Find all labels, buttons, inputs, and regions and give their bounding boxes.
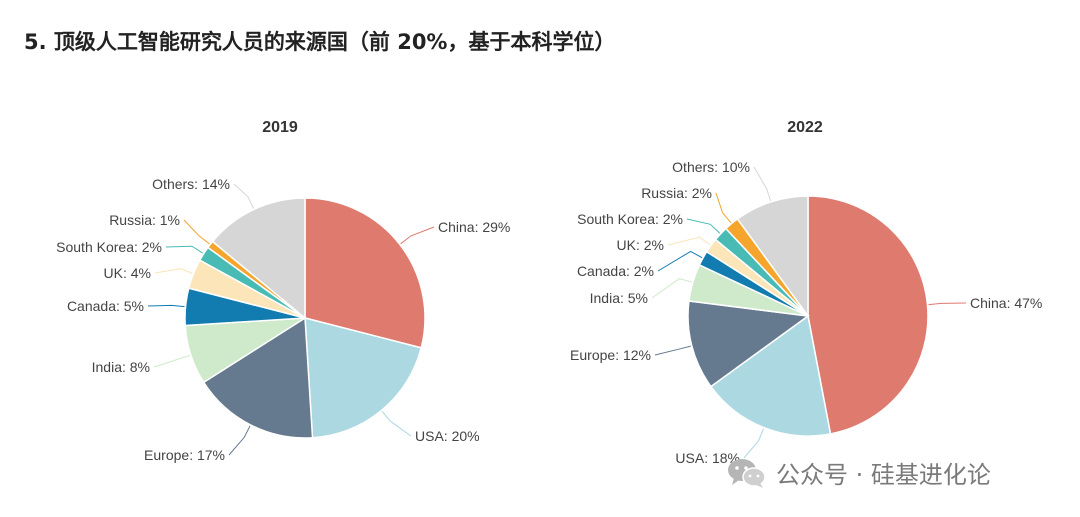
leader-line-europe xyxy=(654,345,691,356)
leader-line-canada xyxy=(147,304,185,308)
wechat-icon xyxy=(728,458,766,488)
leader-line-south-korea xyxy=(165,245,204,254)
page-title: 5. 顶级人工智能研究人员的来源国（前 20%，基于本科学位） xyxy=(24,30,616,54)
leader-line-uk xyxy=(154,268,193,274)
slice-label-canada: Canada: 2% xyxy=(577,263,654,279)
leader-line-uk xyxy=(667,236,711,246)
slice-china xyxy=(304,197,426,349)
leader-line-india xyxy=(153,354,191,368)
leader-line-europe xyxy=(228,425,251,456)
slice-label-south-korea: South Korea: 2% xyxy=(577,211,683,227)
slice-usa xyxy=(709,314,832,437)
slice-label-others: Others: 14% xyxy=(152,176,230,192)
leader-line-china xyxy=(928,302,967,306)
slice-label-china: China: 29% xyxy=(438,219,510,235)
slice-europe xyxy=(202,316,314,439)
slice-china xyxy=(807,195,929,435)
leader-line-china xyxy=(400,226,435,245)
chart-title: 2019 xyxy=(262,119,298,136)
slice-others xyxy=(211,197,306,320)
leader-line-russia xyxy=(183,219,210,245)
leader-line-others xyxy=(233,183,254,209)
slice-label-uk: UK: 4% xyxy=(104,265,151,281)
slice-label-china: China: 47% xyxy=(970,295,1042,311)
pie-chart-2019: 2019 China: 29% USA: 20% Europe: 17% India: … xyxy=(56,119,510,463)
slice-label-south-korea: South Korea: 2% xyxy=(56,239,162,255)
slice-label-others: Others: 10% xyxy=(672,159,750,175)
leader-line-russia xyxy=(715,192,732,224)
leader-line-usa xyxy=(381,410,412,437)
chart-title: 2022 xyxy=(787,119,823,136)
watermark: 公众号 · 硅基进化论 xyxy=(726,455,991,490)
leader-line-usa xyxy=(743,428,764,459)
pie-chart-2022: 2022 China: 47% USA: 18% Europe: 12% India: … xyxy=(570,119,1042,466)
slice-label-europe: Europe: 17% xyxy=(144,447,225,463)
leader-line-others xyxy=(753,166,772,202)
slice-label-india: India: 5% xyxy=(590,290,648,306)
slice-usa xyxy=(304,317,423,439)
leader-line-south-korea xyxy=(686,218,721,234)
slice-europe xyxy=(687,300,810,388)
leader-line-india xyxy=(651,278,692,299)
slice-label-canada: Canada: 5% xyxy=(67,298,144,314)
slice-label-russia: Russia: 2% xyxy=(641,185,712,201)
slice-label-russia: Russia: 1% xyxy=(109,212,180,228)
slice-others xyxy=(736,195,809,319)
slice-label-usa: USA: 18% xyxy=(675,450,740,466)
leader-line-canada xyxy=(657,250,703,272)
slice-label-india: India: 8% xyxy=(92,359,150,375)
watermark-text: 公众号 · 硅基进化论 xyxy=(776,461,991,489)
slice-label-usa: USA: 20% xyxy=(415,428,480,444)
slice-label-uk: UK: 2% xyxy=(617,237,664,253)
slice-label-europe: Europe: 12% xyxy=(570,347,651,363)
